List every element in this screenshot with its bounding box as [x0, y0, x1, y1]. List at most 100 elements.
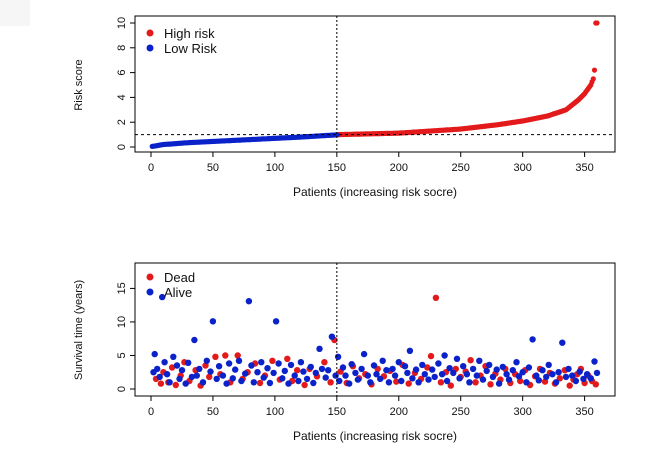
point-alive [543, 373, 550, 381]
point-alive [576, 368, 583, 375]
point-alive [264, 365, 271, 372]
point-alive [370, 362, 378, 369]
point-alive [406, 347, 414, 354]
point-alive [266, 379, 274, 387]
point-alive [565, 365, 572, 373]
point-alive [486, 361, 493, 369]
point-alive [495, 380, 503, 387]
point-alive [473, 372, 480, 379]
point-alive [373, 371, 380, 378]
y-tick-label: 2 [116, 119, 128, 125]
point-alive [213, 375, 220, 383]
point-alive [182, 380, 189, 387]
point-alive [555, 369, 562, 376]
point-alive [377, 375, 384, 383]
x-tick-label: 100 [266, 406, 284, 418]
y-tick-label: 8 [116, 45, 128, 51]
legend-marker-alive [146, 288, 154, 296]
x-tick-label: 300 [513, 406, 531, 418]
point-alive [196, 365, 203, 373]
x-tick-label: 250 [452, 162, 470, 174]
point-alive [312, 369, 319, 377]
point-alive [463, 371, 471, 378]
point-alive [295, 377, 302, 385]
point-alive [156, 373, 163, 381]
point-alive [469, 365, 477, 373]
point-dead [269, 357, 276, 364]
point-alive [409, 375, 416, 382]
legend-marker-dead [146, 273, 154, 281]
point-alive [199, 379, 207, 386]
point-alive [166, 379, 173, 386]
point-alive [275, 360, 282, 367]
point-alive [303, 375, 311, 383]
point-alive [248, 362, 255, 369]
x-tick-label: 200 [390, 406, 408, 418]
point-alive [352, 369, 359, 377]
point-dead [427, 352, 435, 360]
point-alive [583, 371, 591, 378]
risk-score-points [149, 20, 600, 149]
point-high-risk [590, 76, 596, 82]
point-alive [342, 372, 349, 379]
point-alive [193, 372, 200, 379]
point-high-risk [594, 20, 600, 26]
point-alive [346, 380, 353, 387]
point-alive [549, 371, 556, 378]
point-alive [398, 377, 405, 385]
point-alive [328, 333, 336, 340]
point-alive [176, 375, 183, 383]
point-alive [318, 365, 326, 373]
y-tick-label: 15 [116, 282, 128, 294]
survival-time-points [150, 293, 601, 389]
point-alive [515, 373, 523, 380]
point-alive [391, 372, 399, 379]
point-alive [383, 367, 390, 374]
point-alive [529, 336, 536, 343]
point-alive [170, 353, 177, 360]
y-axis-label: Risk score [73, 59, 85, 110]
point-alive [460, 363, 467, 370]
point-alive [453, 355, 461, 362]
point-alive [479, 376, 487, 383]
point-alive [412, 366, 420, 373]
point-alive [215, 363, 223, 370]
point-alive [223, 380, 230, 387]
point-alive [225, 360, 233, 367]
point-alive [281, 367, 288, 375]
point-alive [379, 357, 386, 364]
point-dead [472, 379, 479, 386]
point-alive [159, 293, 166, 301]
y-axis-label: Survival time (years) [73, 280, 85, 380]
point-alive [552, 379, 560, 386]
point-dead [321, 359, 328, 366]
x-tick-label: 100 [266, 162, 284, 174]
point-alive [207, 368, 214, 375]
point-alive [209, 318, 217, 325]
legend: High risk Low Risk [146, 26, 217, 56]
x-tick-label: 50 [207, 162, 219, 174]
point-alive [219, 372, 227, 379]
point-dead [393, 378, 400, 385]
point-alive [229, 375, 236, 382]
x-axis-label: Patients (increasing risk socre) [293, 185, 457, 199]
x-tick-label: 300 [513, 162, 531, 174]
point-alive [291, 372, 298, 379]
point-alive [523, 379, 530, 386]
point-dead [172, 381, 179, 389]
point-alive [354, 376, 362, 383]
point-alive [300, 368, 307, 375]
point-alive [404, 369, 411, 377]
y-axis: 0 5 10 15 [116, 282, 136, 392]
point-alive [270, 369, 277, 377]
point-alive [389, 365, 396, 373]
point-alive [316, 345, 323, 352]
point-alive [279, 375, 286, 382]
point-alive [232, 366, 239, 373]
point-alive [466, 379, 473, 386]
point-alive [364, 372, 371, 379]
point-dead [301, 381, 308, 389]
point-alive [593, 369, 601, 377]
x-tick-label: 0 [148, 162, 154, 174]
